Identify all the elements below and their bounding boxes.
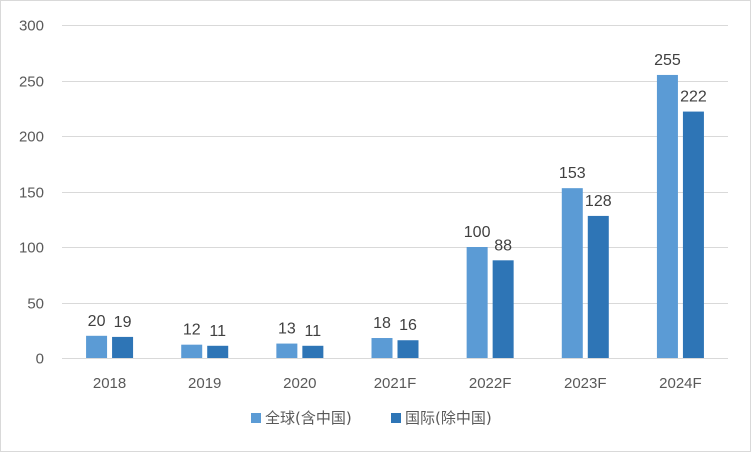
x-tick-label: 2023F — [564, 375, 607, 392]
bar-global-2024F — [656, 74, 678, 358]
bar-global-2023F — [561, 188, 583, 358]
x-axis-tick-labels: 2018 2019 2020 2021F 2022F 2023F 2024F — [93, 375, 702, 392]
bar-intl-2022F — [492, 260, 514, 358]
data-label: 12 — [183, 322, 201, 339]
x-tick-label: 2021F — [374, 375, 417, 392]
gridlines — [62, 25, 728, 359]
data-label: 19 — [114, 314, 132, 331]
data-label: 128 — [585, 193, 612, 210]
y-tick-label: 200 — [19, 129, 44, 146]
bar-intl-2021F — [397, 340, 419, 358]
x-tick-label: 2020 — [283, 375, 316, 392]
x-tick-label: 2022F — [469, 375, 512, 392]
y-tick-label: 100 — [19, 240, 44, 257]
bar-global-2022F — [466, 247, 488, 358]
legend-label: 全球(含中国) — [265, 409, 352, 427]
legend-swatch — [391, 413, 401, 423]
legend: 全球(含中国) 国际(除中国) — [251, 409, 492, 427]
data-label: 13 — [278, 321, 296, 338]
bar-intl-2020 — [302, 345, 324, 358]
legend-label: 国际(除中国) — [405, 409, 492, 427]
y-tick-label: 300 — [19, 18, 44, 35]
data-label: 222 — [680, 89, 707, 106]
y-tick-label: 50 — [27, 296, 44, 313]
bar-intl-2019 — [207, 345, 229, 358]
x-tick-label: 2024F — [659, 375, 702, 392]
bar-global-2020 — [276, 343, 298, 358]
bar-intl-2023F — [587, 215, 609, 358]
y-axis-tick-labels: 0 50 100 150 200 250 300 — [19, 18, 44, 368]
bars — [86, 74, 704, 358]
bar-intl-2018 — [112, 336, 134, 358]
data-label: 11 — [209, 323, 226, 340]
bar-global-2019 — [181, 344, 203, 358]
data-label: 100 — [464, 224, 491, 241]
x-tick-label: 2019 — [188, 375, 221, 392]
bar-global-2018 — [86, 335, 108, 358]
data-label: 11 — [305, 323, 322, 340]
x-tick-label: 2018 — [93, 375, 126, 392]
y-tick-label: 250 — [19, 74, 44, 91]
data-label: 16 — [399, 317, 417, 334]
y-tick-label: 0 — [36, 351, 44, 368]
data-label: 255 — [654, 52, 681, 69]
data-label: 20 — [88, 313, 106, 330]
data-label: 18 — [373, 315, 391, 332]
bar-global-2021F — [371, 338, 393, 358]
legend-swatch — [251, 413, 261, 423]
y-tick-label: 150 — [19, 185, 44, 202]
bar-intl-2024F — [682, 111, 704, 358]
data-label: 153 — [559, 165, 586, 182]
data-label: 88 — [494, 237, 512, 254]
